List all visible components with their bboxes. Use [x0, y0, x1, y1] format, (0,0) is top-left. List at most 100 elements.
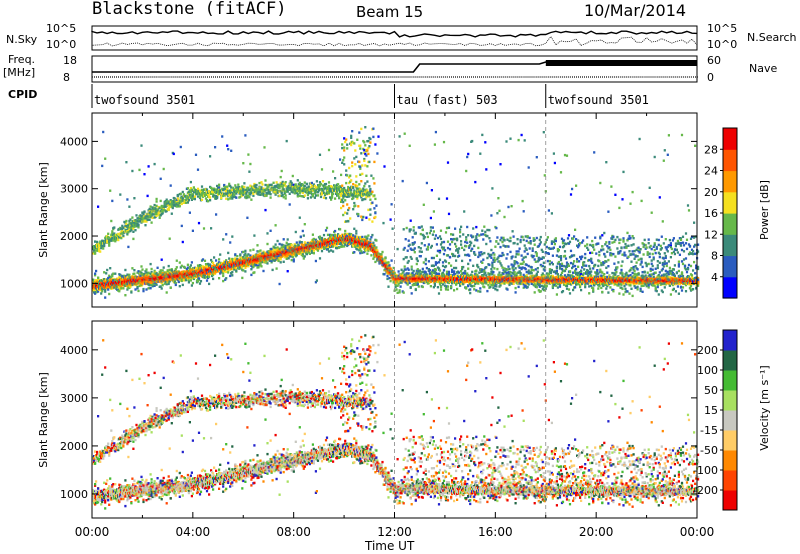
echo-cell — [132, 237, 135, 241]
echo-cell — [343, 163, 346, 166]
echo-cell — [104, 157, 107, 160]
echo-cell — [132, 223, 135, 226]
echo-cell — [108, 240, 111, 244]
echo-cell — [295, 241, 298, 244]
echo-cell — [341, 161, 344, 164]
echo-cell — [224, 185, 227, 189]
echo-cell — [228, 182, 231, 186]
echo-cell — [147, 271, 150, 274]
echo-cell — [284, 194, 287, 197]
echo-cell — [165, 198, 168, 201]
echo-cell — [298, 181, 301, 185]
echo-cell — [104, 296, 107, 299]
echo-cell — [343, 156, 346, 159]
echo-cell — [274, 224, 277, 227]
echo-cell — [264, 179, 267, 182]
echo-cell — [207, 192, 210, 195]
echo-cell — [213, 188, 216, 192]
echo-cell — [266, 232, 269, 235]
echo-cell — [286, 190, 289, 193]
echo-cell — [164, 200, 167, 203]
echo-cell — [234, 266, 237, 269]
echo-cell — [359, 173, 362, 176]
echo-cell — [125, 219, 128, 223]
echo-cell — [181, 240, 184, 244]
echo-cell — [149, 205, 152, 208]
echo-cell — [94, 272, 97, 275]
echo-cell — [239, 195, 242, 199]
echo-cell — [100, 246, 103, 250]
echo-cell — [124, 276, 127, 279]
echo-cell — [337, 183, 340, 186]
echo-cell — [140, 144, 143, 147]
echo-cell — [260, 181, 263, 184]
echo-cell — [234, 253, 237, 256]
echo-cell — [111, 230, 114, 233]
echo-cell — [224, 278, 227, 281]
echo-cell — [162, 273, 165, 276]
echo-cell — [285, 139, 288, 143]
echo-cell — [161, 284, 164, 287]
echo-cell — [250, 191, 253, 195]
echo-cell — [134, 229, 137, 232]
echo-cell — [204, 276, 208, 279]
echo-cell — [210, 258, 213, 262]
echo-cell — [191, 229, 194, 232]
echo-cell — [282, 188, 285, 191]
echo-cell — [166, 269, 169, 272]
echo-cell — [341, 143, 344, 146]
echo-cell — [301, 189, 304, 193]
echo-cell — [95, 269, 98, 273]
echo-cell — [255, 184, 258, 187]
echo-cell — [260, 186, 263, 189]
echo-cell — [144, 224, 147, 227]
echo-cell — [231, 197, 234, 200]
echo-cell — [227, 251, 230, 255]
echo-cell — [334, 244, 337, 247]
echo-cell — [235, 267, 238, 270]
echo-cell — [346, 143, 349, 146]
echo-cell — [212, 261, 215, 265]
echo-cell — [176, 197, 179, 200]
echo-cell — [145, 288, 148, 291]
echo-cell — [353, 227, 356, 230]
echo-cell — [99, 240, 102, 243]
echo-cell — [296, 193, 299, 196]
echo-cell — [137, 289, 140, 293]
echo-cell — [193, 276, 196, 279]
echo-cell — [343, 137, 346, 140]
echo-cell — [241, 276, 244, 280]
echo-cell — [173, 197, 176, 200]
echo-cell — [282, 244, 285, 247]
echo-cell — [188, 266, 191, 269]
echo-cell — [284, 244, 287, 247]
echo-cell — [300, 195, 303, 198]
echo-cell — [111, 274, 114, 278]
echo-cell — [318, 257, 322, 260]
echo-cell — [121, 227, 124, 231]
echo-cell — [326, 187, 330, 190]
echo-cell — [247, 153, 250, 156]
echo-cell — [192, 191, 195, 194]
echo-cell — [355, 155, 358, 159]
power-echo-cells — [92, 126, 700, 299]
echo-cell — [128, 205, 131, 208]
echo-cell — [150, 270, 153, 274]
echo-cell — [202, 227, 206, 230]
echo-cell — [181, 270, 184, 273]
echo-cell — [354, 235, 357, 238]
echo-cell — [274, 243, 277, 246]
echo-cell — [146, 273, 149, 276]
echo-cell — [144, 274, 147, 278]
echo-cell — [101, 244, 104, 248]
echo-cell — [237, 189, 240, 192]
echo-cell — [343, 146, 346, 149]
echo-cell — [318, 153, 322, 156]
echo-cell — [320, 236, 324, 240]
echo-cell — [232, 186, 235, 190]
echo-cell — [187, 281, 190, 284]
echo-cell — [177, 280, 180, 283]
echo-cell — [284, 197, 287, 200]
echo-cell — [191, 281, 194, 285]
echo-cell — [190, 261, 193, 264]
